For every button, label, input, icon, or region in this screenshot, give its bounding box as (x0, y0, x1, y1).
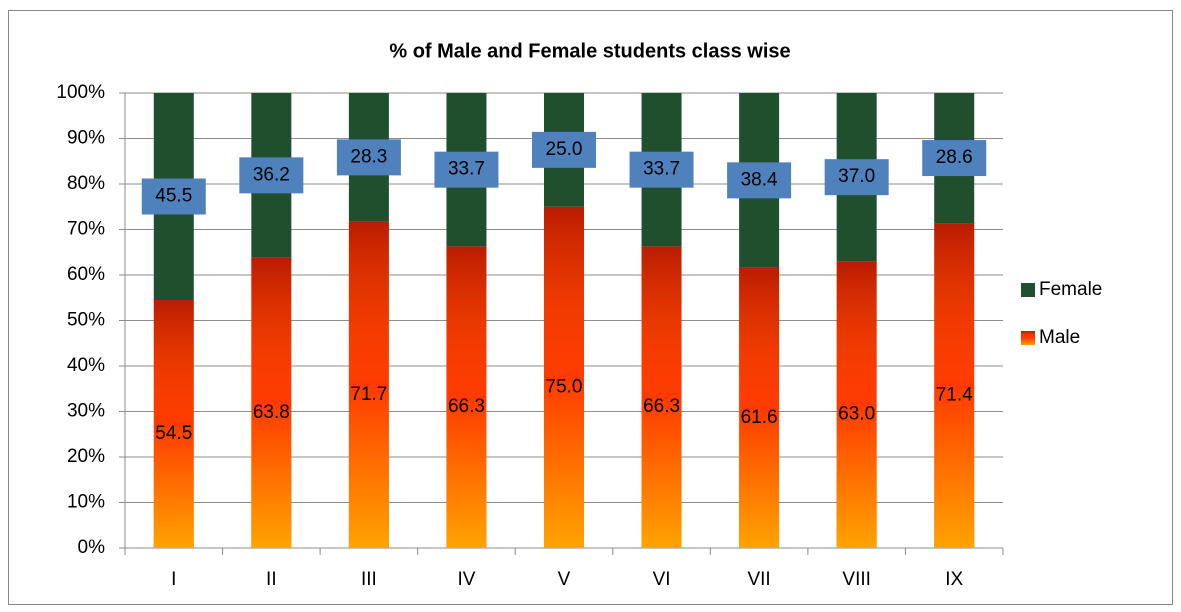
bar-shade (544, 206, 584, 548)
data-label: 25.0 (546, 139, 583, 160)
label-box (141, 178, 206, 215)
y-tick-label: 10% (67, 492, 105, 513)
x-tick-label: VI (653, 569, 671, 590)
data-label: 61.6 (741, 407, 778, 428)
data-label: 38.4 (741, 169, 778, 190)
y-tick-label: 100% (56, 82, 105, 103)
x-tick-label: IV (457, 569, 475, 590)
y-tick-label: 70% (67, 219, 105, 240)
data-label: 75.0 (546, 376, 583, 397)
y-tick-label: 60% (67, 264, 105, 285)
legend-swatch (1021, 283, 1035, 297)
data-label: 33.7 (448, 159, 485, 180)
legend-label: Female (1039, 279, 1102, 300)
chart-title: % of Male and Female students class wise (389, 40, 790, 62)
data-label: 54.5 (155, 423, 192, 444)
data-label: 63.0 (838, 404, 875, 425)
label-box (629, 151, 694, 188)
bar-shade (251, 257, 292, 548)
label-box (239, 157, 304, 194)
y-tick-label: 40% (67, 355, 105, 376)
y-tick-label: 50% (67, 310, 105, 331)
x-tick-label: V (558, 569, 571, 590)
x-tick-label: II (266, 569, 277, 590)
bar-shade (153, 300, 194, 548)
bar-shade (446, 246, 487, 548)
label-box (824, 159, 889, 196)
chart-frame (8, 10, 1173, 605)
bar-shade (739, 267, 780, 548)
data-label: 71.7 (350, 384, 387, 405)
data-label: 66.3 (448, 396, 485, 417)
data-label: 63.8 (253, 402, 290, 423)
data-label: 37.0 (838, 166, 875, 187)
x-tick-label: VIII (842, 569, 871, 590)
label-box (336, 139, 401, 176)
label-box (922, 140, 987, 177)
label-box (727, 162, 792, 199)
x-tick-label: III (361, 569, 377, 590)
data-label: 36.2 (253, 164, 290, 185)
bar-shade (641, 246, 682, 548)
data-label: 66.3 (643, 396, 680, 417)
label-box (532, 131, 596, 168)
x-tick-label: I (171, 569, 176, 590)
y-tick-label: 80% (67, 173, 105, 194)
y-tick-label: 20% (67, 446, 105, 467)
x-tick-label: VII (747, 569, 770, 590)
legend-shade (1021, 331, 1035, 345)
label-box (434, 151, 499, 188)
data-label: 28.3 (350, 146, 387, 167)
x-tick-label: IX (945, 569, 963, 590)
y-tick-label: 30% (67, 401, 105, 422)
bar-shade (934, 223, 975, 548)
data-label: 71.4 (936, 385, 973, 406)
bar-shade (348, 221, 389, 548)
y-tick-label: 90% (67, 128, 105, 149)
bar-shade (836, 261, 877, 548)
legend-label: Male (1039, 327, 1080, 348)
data-label: 33.7 (643, 159, 680, 180)
data-label: 28.6 (936, 147, 973, 168)
y-tick-label: 0% (78, 537, 106, 558)
data-label: 45.5 (155, 186, 192, 207)
